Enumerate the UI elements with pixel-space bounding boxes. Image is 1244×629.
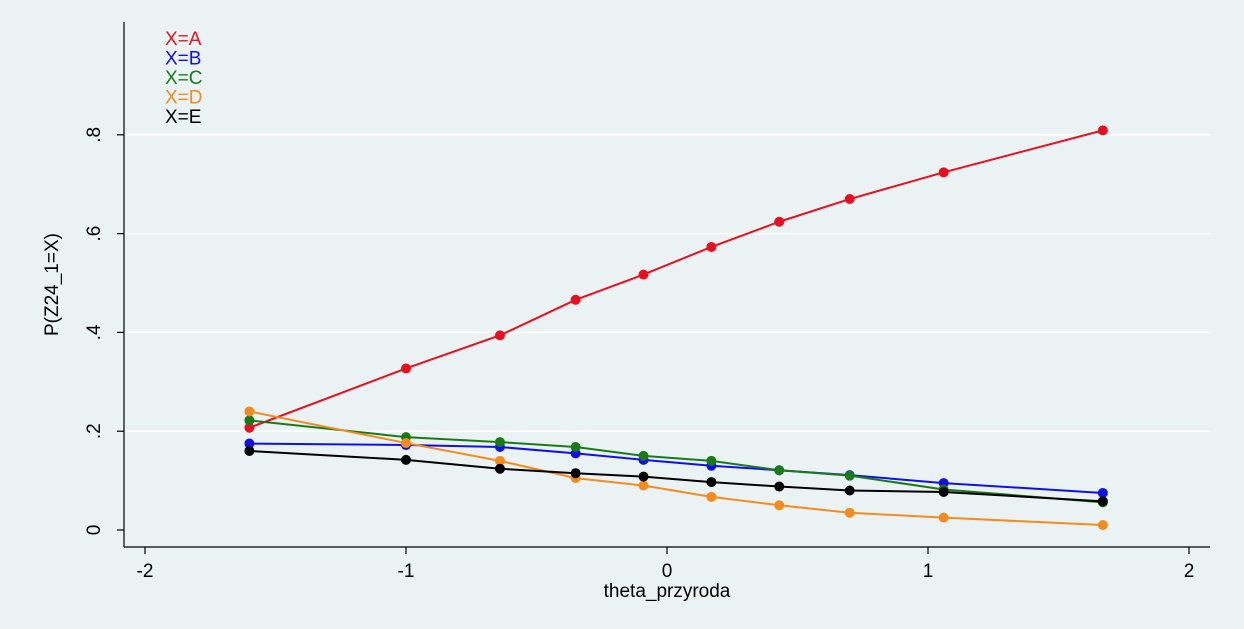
- x-tick-label: 2: [1184, 561, 1195, 582]
- data-point: [494, 330, 505, 341]
- legend-entry: X=B: [165, 49, 201, 70]
- x-tick-label: -1: [398, 561, 415, 582]
- x-tick-label: 0: [662, 561, 673, 582]
- data-point: [1097, 487, 1108, 498]
- data-point: [494, 463, 505, 474]
- y-tick-label: 0: [84, 525, 105, 536]
- data-point: [938, 167, 949, 178]
- x-tick-label: 1: [923, 561, 934, 582]
- data-point: [570, 442, 581, 453]
- data-point: [774, 481, 785, 492]
- legend: X=AX=BX=CX=DX=E: [165, 29, 203, 128]
- legend-entry: X=C: [165, 68, 203, 89]
- series-line: [249, 410, 1103, 527]
- data-point: [938, 512, 949, 523]
- data-point: [244, 422, 255, 433]
- grid-lines: [124, 134, 1210, 432]
- legend-entry: X=E: [165, 107, 201, 128]
- series-line: [249, 129, 1104, 429]
- data-point: [401, 363, 411, 374]
- data-point: [570, 294, 581, 305]
- series-layer: [244, 125, 1108, 531]
- data-point: [706, 477, 717, 488]
- axes: [117, 22, 1210, 554]
- data-point: [1097, 496, 1108, 507]
- data-point: [638, 480, 649, 491]
- data-point: [494, 455, 505, 466]
- data-point: [244, 415, 255, 426]
- x-tick-label: -2: [137, 561, 154, 582]
- tick-labels: 0 .2 .4 .6 .8 -2 -1 0 1 2: [84, 127, 1194, 582]
- y-axis-label: P(Z24_1=X): [42, 233, 63, 336]
- series-1: [244, 125, 1108, 433]
- series-line: [249, 449, 1103, 503]
- data-point: [244, 438, 255, 449]
- series-4: [244, 406, 1108, 531]
- y-tick-label: .6: [84, 226, 105, 242]
- y-tick-label: .2: [84, 423, 105, 439]
- legend-entry: X=D: [165, 88, 203, 109]
- data-point: [1097, 125, 1108, 136]
- data-point: [844, 194, 855, 205]
- data-point: [638, 269, 649, 280]
- data-point: [494, 437, 505, 448]
- data-point: [706, 491, 717, 502]
- data-point: [844, 485, 855, 496]
- data-point: [570, 468, 581, 479]
- series-3: [244, 415, 1108, 508]
- data-point: [774, 465, 785, 476]
- data-point: [244, 445, 255, 456]
- data-point: [938, 486, 949, 497]
- data-point: [774, 500, 785, 511]
- data-point: [401, 438, 411, 449]
- data-point: [1097, 520, 1108, 531]
- data-point: [244, 406, 255, 417]
- data-point: [844, 507, 855, 518]
- y-tick-label: .8: [84, 127, 105, 143]
- x-axis-label: theta_przyroda: [604, 581, 731, 602]
- data-point: [774, 216, 785, 227]
- y-tick-label: .4: [84, 324, 105, 340]
- data-point: [706, 241, 717, 252]
- data-point: [638, 450, 649, 461]
- data-point: [401, 454, 411, 465]
- data-point: [844, 470, 855, 481]
- series-line: [249, 442, 1103, 494]
- data-point: [638, 471, 649, 482]
- legend-entry: X=A: [165, 29, 202, 50]
- series-5: [244, 445, 1108, 507]
- series-line: [249, 419, 1103, 504]
- data-point: [706, 455, 717, 466]
